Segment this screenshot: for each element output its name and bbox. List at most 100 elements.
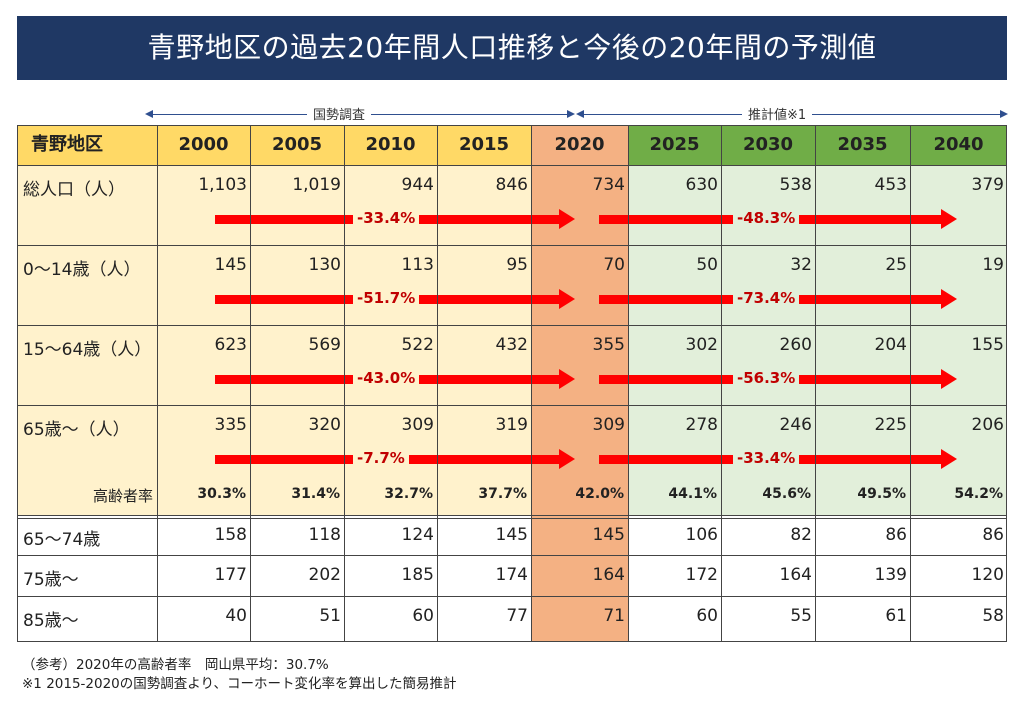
census-change-pct: -7.7% (353, 449, 409, 467)
value-cell: 260 (779, 335, 812, 355)
value-cell: 206 (971, 415, 1004, 435)
value-cell: 25 (885, 255, 907, 275)
grid-vline (344, 125, 345, 642)
arrow-right-icon (559, 449, 575, 469)
header-year-2005: 2005 (271, 134, 323, 155)
body-bg (17, 165, 157, 515)
arrow-right-icon (941, 289, 957, 309)
value-cell: 846 (495, 175, 528, 195)
grid-hline (17, 596, 1007, 597)
value-cell: 1,019 (292, 175, 341, 195)
value-cell: 453 (874, 175, 907, 195)
header-year-2010: 2010 (365, 134, 416, 155)
arrow-left-icon (576, 110, 584, 118)
arrow-right-icon (559, 209, 575, 229)
grid-hline (17, 325, 1007, 326)
census-change-pct: -43.0% (353, 369, 420, 387)
sub-body-bg (628, 515, 721, 642)
sub-value-cell: 58 (982, 606, 1004, 626)
census-change-pct: -51.7% (353, 289, 420, 307)
sub-value-cell: 86 (885, 525, 907, 545)
header-bg (250, 125, 344, 165)
value-cell: 302 (685, 335, 718, 355)
aging-rate-value: 49.5% (857, 486, 906, 502)
value-cell: 19 (982, 255, 1004, 275)
value-cell: 522 (401, 335, 434, 355)
sub-value-cell: 185 (401, 565, 434, 585)
sub-body-bg (531, 515, 628, 642)
header-bg (344, 125, 437, 165)
aging-rate-value: 31.4% (291, 486, 340, 502)
sub-value-cell: 164 (592, 565, 625, 585)
arrow-right-icon (1000, 110, 1008, 118)
aging-rate-value: 32.7% (384, 486, 433, 502)
grid-vline (910, 125, 911, 642)
sub-value-cell: 145 (592, 525, 625, 545)
estimate-method-note: ※1 2015-2020の国勢調査より、コーホート変化率を算出した簡易推計 (22, 676, 457, 692)
value-cell: 623 (214, 335, 247, 355)
value-cell: 569 (308, 335, 341, 355)
arrow-right-icon (559, 289, 575, 309)
sub-body-bg (437, 515, 531, 642)
header-year-2000: 2000 (178, 134, 229, 155)
value-cell: 130 (308, 255, 341, 275)
row-label: 65歳～（人） (23, 420, 130, 440)
sub-value-cell: 120 (971, 565, 1004, 585)
arrow-right-icon (559, 369, 575, 389)
sub-body-bg (250, 515, 344, 642)
sub-value-cell: 51 (319, 606, 341, 626)
estimate-label: 推計値※1 (742, 104, 813, 123)
value-cell: 944 (401, 175, 434, 195)
header-bg (628, 125, 721, 165)
aging-rate-value: 37.7% (478, 486, 527, 502)
value-cell: 320 (308, 415, 341, 435)
aging-rate-value: 45.6% (762, 486, 811, 502)
sub-body-bg (815, 515, 910, 642)
forecast-change-pct: -56.3% (733, 369, 800, 387)
value-cell: 734 (592, 175, 625, 195)
grid-hline (17, 555, 1007, 556)
census-change-pct: -33.4% (353, 209, 420, 227)
grid-vline (17, 125, 18, 642)
sub-row-label: 75歳～ (23, 570, 79, 590)
value-cell: 113 (401, 255, 434, 275)
value-cell: 155 (971, 335, 1004, 355)
row-label: 15～64歳（人） (23, 340, 152, 360)
sub-value-cell: 60 (412, 606, 434, 626)
grid-hline (17, 125, 1007, 126)
sub-body-bg (17, 515, 157, 642)
grid-hline (17, 405, 1007, 406)
footnotes: （参考）2020年の高齢者率 岡山県平均：30.7% ※1 2015-2020の… (22, 656, 456, 694)
forecast-change-pct: -48.3% (733, 209, 800, 227)
arrow-right-icon (941, 449, 957, 469)
sub-value-cell: 40 (225, 606, 247, 626)
header-year-2015: 2015 (458, 134, 510, 155)
census-period-annotation: 国勢調査 (145, 101, 575, 127)
header-bg (17, 125, 157, 165)
page-title: 青野地区の過去20年間人口推移と今後の20年間の予測値 (17, 16, 1007, 80)
grid-hline (17, 641, 1007, 642)
sub-value-cell: 145 (495, 525, 528, 545)
header-year-2040: 2040 (933, 134, 984, 155)
grid-vline (628, 125, 629, 642)
sub-row-label: 85歳～ (23, 611, 79, 631)
grid-hline (17, 165, 1007, 166)
row-label: 0～14歳（人） (23, 260, 141, 280)
sub-row-label: 65～74歳 (23, 530, 101, 550)
sub-value-cell: 82 (790, 525, 812, 545)
header-bg (815, 125, 910, 165)
value-cell: 204 (874, 335, 907, 355)
header-region-label: 青野地区 (31, 134, 103, 155)
value-cell: 319 (495, 415, 528, 435)
header-year-2020: 2020 (554, 134, 605, 155)
aging-rate-value: 54.2% (954, 486, 1003, 502)
row-label: 総人口（人） (23, 180, 125, 200)
header-bg (157, 125, 250, 165)
sub-value-cell: 86 (982, 525, 1004, 545)
grid-vline (1006, 125, 1007, 642)
header-bg (910, 125, 1007, 165)
sub-value-cell: 202 (308, 565, 341, 585)
value-cell: 379 (971, 175, 1004, 195)
reference-note: （参考）2020年の高齢者率 岡山県平均：30.7% (22, 657, 329, 673)
aging-rate-value: 44.1% (668, 486, 717, 502)
